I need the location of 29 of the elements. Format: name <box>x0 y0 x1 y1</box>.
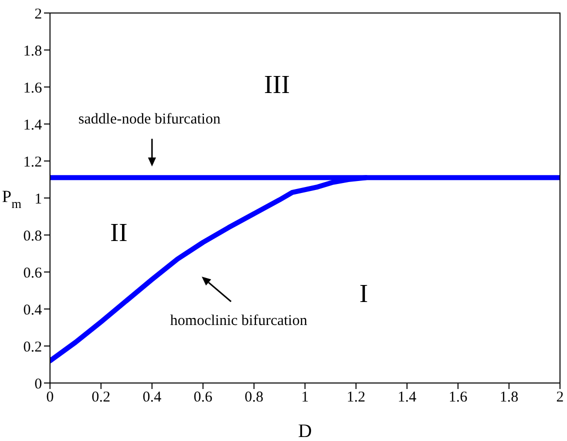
x-axis-title: D <box>298 421 312 441</box>
y-tick-label: 1.2 <box>23 154 42 170</box>
annotation: homoclinic bifurcation <box>170 313 308 330</box>
y-tick-label: 0.6 <box>23 265 42 282</box>
y-tick-label: 1.4 <box>23 117 42 134</box>
y-axis-title: P$_{m}$ <box>2 186 22 211</box>
y-tick-label: 0.2 <box>23 339 42 356</box>
x-tick-label: 0.8 <box>244 390 264 406</box>
annotation: I <box>359 279 368 308</box>
y-tick-label: 1 <box>34 191 42 208</box>
annotation: saddle-node bifurcation <box>78 112 221 128</box>
y-tick-label: 1.6 <box>23 80 42 96</box>
x-tick-label: 0.6 <box>194 390 213 406</box>
annotation: III <box>264 70 290 99</box>
x-tick-label: 1.4 <box>398 390 417 406</box>
x-tick-label: 1.2 <box>346 390 366 406</box>
y-tick-label: 2 <box>34 6 42 22</box>
x-tick-label: 1.6 <box>448 390 468 406</box>
x-tick-label: 1.8 <box>500 390 518 406</box>
y-tick-label: 1.8 <box>23 43 42 60</box>
x-tick-label: 0 <box>46 390 54 406</box>
x-tick-label: 1 <box>301 390 309 406</box>
y-tick-label: 0.8 <box>23 228 42 244</box>
x-tick-label: 2 <box>556 390 564 406</box>
x-tick-label: 0.4 <box>142 390 162 406</box>
y-tick-label: 0 <box>34 376 42 392</box>
annotation: II <box>110 218 128 247</box>
y-tick-label: 0.4 <box>23 302 42 318</box>
x-tick-label: 0.2 <box>92 390 110 406</box>
